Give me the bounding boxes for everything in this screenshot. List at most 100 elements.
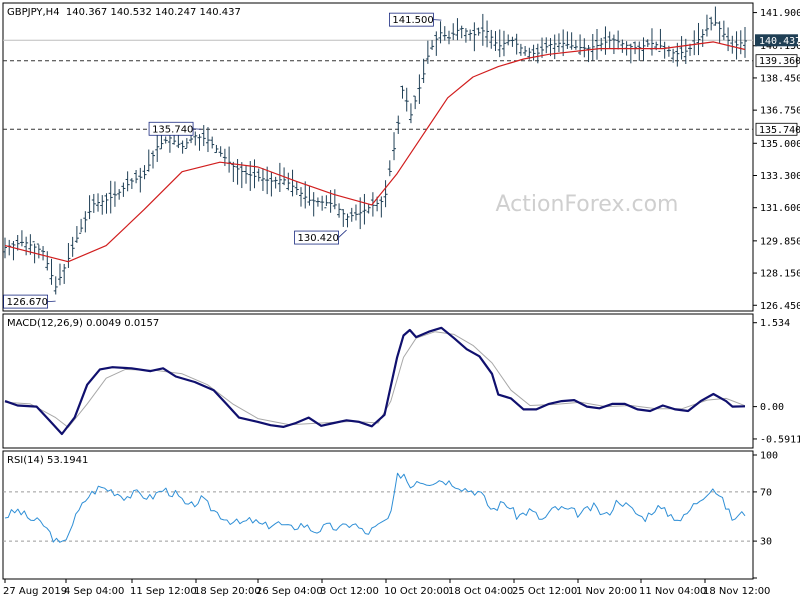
price-annotation: 130.420 xyxy=(294,229,347,245)
price-bar xyxy=(726,27,731,52)
price-bar xyxy=(548,38,553,57)
price-bar xyxy=(514,33,519,55)
price-bar xyxy=(362,193,367,225)
time-tick-label: 18 Nov 12:00 xyxy=(703,586,770,597)
price-bar xyxy=(671,48,676,63)
price-bar xyxy=(70,236,75,257)
price-tick-label: 138.450 xyxy=(760,73,800,84)
annotation-label: 141.500 xyxy=(392,15,433,26)
price-tick-label: 136.750 xyxy=(760,106,800,117)
price-tick-label: 129.850 xyxy=(760,236,800,247)
price-annotation: 135.740 xyxy=(148,121,202,136)
price-bar xyxy=(616,30,621,50)
level-tag-box xyxy=(755,54,798,68)
price-bar xyxy=(256,168,261,182)
price-bar xyxy=(134,170,139,184)
price-bar xyxy=(277,162,282,193)
moving-average-line xyxy=(4,41,746,263)
current-price-tag-box xyxy=(755,34,798,47)
price-bar xyxy=(459,25,464,39)
annotation-leader xyxy=(338,229,347,238)
price-bar xyxy=(704,14,709,37)
price-bar xyxy=(404,87,409,112)
price-bar xyxy=(463,28,468,43)
price-bar xyxy=(138,167,143,193)
macd-lines xyxy=(4,326,746,436)
time-tick-label: 26 Sep 04:00 xyxy=(256,586,323,597)
price-bar xyxy=(552,34,557,60)
price-bar xyxy=(36,243,41,259)
price-bar xyxy=(413,95,418,110)
price-bar xyxy=(472,22,477,52)
price-bar xyxy=(290,169,295,197)
time-tick-label: 4 Sep 04:00 xyxy=(64,586,124,597)
macd-tick-label: -0.5911 xyxy=(760,434,800,445)
price-bar xyxy=(417,74,422,104)
price-bar xyxy=(489,29,494,49)
price-bar xyxy=(332,189,337,210)
price-levels xyxy=(3,39,753,130)
macd-panel-title: MACD(12,26,9) 0.0049 0.0157 xyxy=(7,318,159,329)
rsi-lines xyxy=(3,472,753,543)
price-annotation: 126.670 xyxy=(3,294,56,309)
price-bar xyxy=(231,161,236,183)
price-bar xyxy=(700,29,705,47)
price-bar xyxy=(556,33,561,53)
price-bar xyxy=(239,162,244,189)
price-bar xyxy=(743,26,747,58)
price-bar xyxy=(358,197,363,230)
price-bar xyxy=(15,235,20,251)
price-annotation: 141.500 xyxy=(389,12,442,27)
price-bar xyxy=(41,246,46,261)
price-bar xyxy=(506,34,511,46)
price-bar xyxy=(717,21,722,44)
price-bar xyxy=(734,31,739,60)
price-bar xyxy=(387,160,392,177)
price-bar xyxy=(468,29,473,41)
macd-signal-line xyxy=(4,331,746,428)
price-tick-label: 126.450 xyxy=(760,301,800,312)
price-bar xyxy=(3,237,7,259)
price-bar xyxy=(510,36,515,47)
price-bar xyxy=(679,36,684,60)
price-bar xyxy=(197,134,202,151)
price-bar xyxy=(201,125,206,147)
price-bar xyxy=(573,40,578,50)
price-bar xyxy=(176,134,181,149)
price-bar xyxy=(438,21,443,44)
price-bar xyxy=(315,197,320,207)
price-bar xyxy=(544,37,549,54)
moving-average xyxy=(4,41,746,263)
rsi-axis: 100 70 30 xyxy=(753,451,778,579)
rsi-panel-frame xyxy=(2,450,754,580)
price-bar xyxy=(53,276,58,295)
price-bar xyxy=(260,168,265,191)
price-bar xyxy=(451,23,456,41)
price-bar xyxy=(117,189,122,200)
price-tick-label: 133.300 xyxy=(760,171,800,182)
price-bar xyxy=(721,20,726,41)
price-bar xyxy=(518,43,523,56)
macd-axis: 1.534 0.00 -0.5911 xyxy=(753,318,800,445)
price-bar xyxy=(244,165,249,184)
level-tag: 135.740 xyxy=(755,122,800,136)
price-bar xyxy=(421,58,426,83)
time-tick-label: 25 Oct 12:00 xyxy=(512,586,577,597)
price-bar xyxy=(620,39,625,53)
current-price-tag-label: 140.437 xyxy=(759,36,800,47)
price-bar xyxy=(155,134,160,162)
price-tick-label: 135.000 xyxy=(760,139,800,150)
time-tick-label: 27 Aug 2019 xyxy=(3,586,67,597)
price-bar xyxy=(28,234,33,255)
price-bar xyxy=(87,195,92,220)
price-tick-label: 141.900 xyxy=(760,8,800,19)
price-bar xyxy=(96,193,101,212)
price-bar xyxy=(121,182,126,197)
price-bar xyxy=(49,258,54,285)
time-tick-label: 1 Nov 20:00 xyxy=(576,586,637,597)
price-bar xyxy=(151,150,155,169)
price-bar xyxy=(235,159,240,185)
price-bar xyxy=(392,132,397,161)
